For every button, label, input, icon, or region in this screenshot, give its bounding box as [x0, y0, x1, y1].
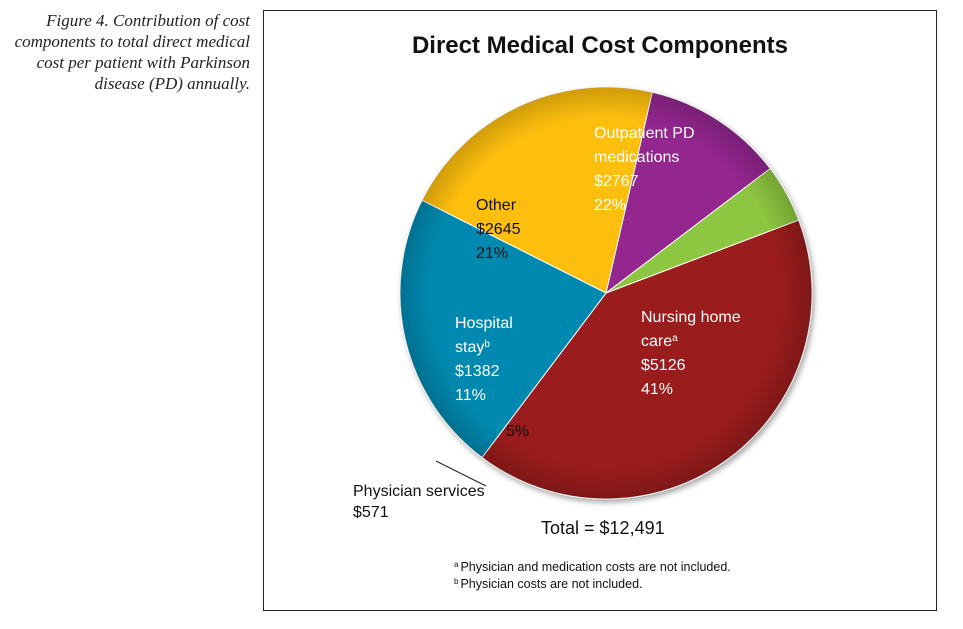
slice-label-hospital: Hospital stayb $1382 11%	[455, 312, 513, 408]
nursing-percent: 41%	[641, 381, 674, 398]
nursing-value: $5126	[641, 357, 686, 374]
other-value: $2645	[476, 221, 521, 238]
slice-label-nursing: Nursing home carea $5126 41%	[641, 306, 741, 402]
hospital-percent: 11%	[455, 387, 486, 404]
physician-callout: Physician services $571	[353, 481, 485, 523]
footnote-b: b Physician costs are not included.	[454, 577, 643, 591]
hospital-note: b	[484, 339, 490, 350]
other-percent: 21%	[476, 245, 509, 262]
chart-title: Direct Medical Cost Components	[411, 32, 789, 59]
slice-label-other: Other $2645 21%	[476, 194, 521, 266]
total-label: Total = $12,491	[541, 518, 665, 538]
hospital-value: $1382	[455, 363, 500, 380]
physician-percent: 5%	[506, 423, 530, 440]
physician-value: $571	[353, 504, 389, 521]
outpatient-value: $2767	[594, 173, 639, 190]
outpatient-name-line1: Outpatient PD	[594, 125, 695, 142]
nursing-name-line2: carea	[641, 333, 678, 350]
physician-callout-line	[435, 460, 487, 487]
footnote-a: a Physician and medication costs are not …	[454, 560, 731, 574]
chart-frame: Direct Medical Cost Components Outpatien…	[263, 10, 937, 611]
physician-name: Physician services	[353, 483, 485, 500]
other-name: Other	[476, 197, 517, 214]
outpatient-name-line2: medications	[594, 149, 680, 166]
nursing-note: a	[672, 333, 678, 344]
hospital-name-line1: Hospital	[455, 315, 513, 332]
slice-label-outpatient: Outpatient PD medications $2767 22%	[594, 122, 695, 218]
figure-caption: Figure 4. Contribution of cost component…	[14, 11, 250, 93]
hospital-name-line2: stayb	[455, 339, 490, 356]
outpatient-percent: 22%	[594, 197, 627, 214]
nursing-name: Nursing home	[641, 309, 741, 326]
